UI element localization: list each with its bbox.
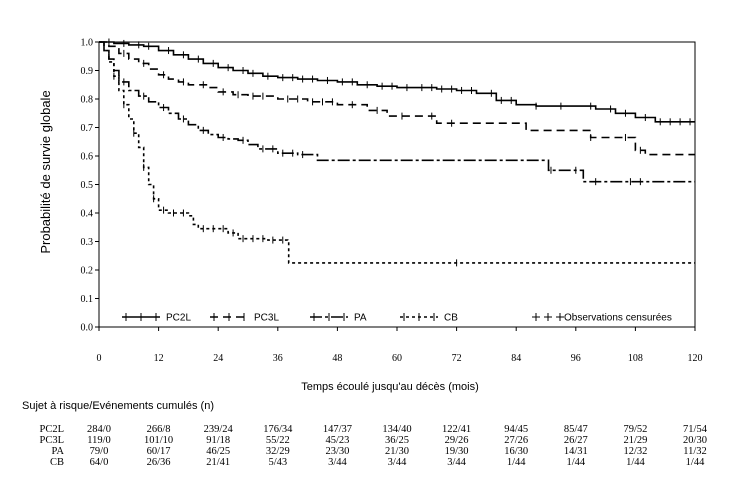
x-tick-label: 60 [392, 353, 402, 364]
risk-cell: 36/25 [385, 435, 409, 446]
y-tick-label: 0.9 [81, 66, 94, 77]
y-tick-label: 0.5 [81, 180, 94, 191]
axes: 0.0 0.1 0.2 0.3 0.4 0.5 0.6 0.7 0.8 0.9 1.0 0 12 24 36… [81, 38, 703, 365]
y-tick-label: 0.4 [81, 209, 94, 220]
legend-label-pc3l: PC3L [254, 313, 279, 324]
risk-cell: 79/52 [623, 424, 647, 435]
risk-cell: 20/30 [683, 435, 707, 446]
y-tick-label: 0.3 [81, 237, 94, 248]
curve-cb [99, 41, 695, 264]
y-axis-title: Probabilité de survie globale [38, 90, 53, 253]
risk-cell: 29/26 [445, 435, 469, 446]
x-tick-label: 12 [154, 353, 164, 364]
y-tick-label: 0.0 [81, 323, 94, 334]
risk-cell: 26/27 [564, 435, 588, 446]
y-tick-label: 0.2 [81, 266, 94, 277]
risk-cell: 101/10 [144, 435, 173, 446]
risk-cell: 5/43 [268, 457, 287, 468]
legend-censored-label: Observations censurées [564, 313, 672, 324]
risk-cell: 266/8 [147, 424, 171, 435]
risk-cell: 1/44 [626, 457, 645, 468]
legend-label-pc2l: PC2L [166, 313, 191, 324]
x-tick-label: 24 [213, 353, 223, 364]
risk-cell: 32/29 [266, 446, 290, 457]
risk-cell: 45/23 [325, 435, 349, 446]
survival-curves [99, 38, 695, 267]
risk-row-label: PC3L [39, 435, 64, 446]
y-tick-label: 0.1 [81, 294, 94, 305]
risk-cell: 26/36 [147, 457, 171, 468]
risk-cell: 64/0 [90, 457, 109, 468]
risk-cell: 91/18 [206, 435, 230, 446]
legend-label-pa: PA [354, 313, 367, 324]
risk-table-title: Sujet à risque/Evénements cumulés (n) [22, 400, 214, 412]
y-tick-label: 0.7 [81, 123, 94, 134]
risk-cell: 46/25 [206, 446, 230, 457]
risk-cell: 176/34 [263, 424, 293, 435]
risk-cell: 19/30 [445, 446, 469, 457]
risk-cell: 14/31 [564, 446, 588, 457]
risk-cell: 147/37 [323, 424, 352, 435]
risk-cell: 134/40 [382, 424, 411, 435]
risk-cell: 239/24 [204, 424, 234, 435]
risk-cell: 12/32 [623, 446, 647, 457]
y-tick-label: 0.8 [81, 95, 94, 106]
risk-cell: 284/0 [87, 424, 111, 435]
risk-cell: 27/26 [504, 435, 528, 446]
risk-cell: 79/0 [90, 446, 109, 457]
risk-row-label: CB [50, 457, 64, 468]
risk-cell: 1/44 [566, 457, 585, 468]
x-tick-label: 96 [571, 353, 581, 364]
legend-label-cb: CB [444, 313, 458, 324]
x-tick-label: 36 [273, 353, 283, 364]
risk-cell: 55/22 [266, 435, 290, 446]
risk-table: PC2L 284/0 266/8 239/24 176/34 147/37 134/40 12… [39, 424, 707, 468]
x-tick-label: 120 [688, 353, 703, 364]
risk-cell: 122/41 [442, 424, 471, 435]
risk-cell: 16/30 [504, 446, 528, 457]
risk-cell: 119/0 [87, 435, 111, 446]
x-tick-label: 48 [332, 353, 342, 364]
curve-pa [99, 41, 695, 183]
risk-cell: 11/32 [683, 446, 707, 457]
risk-cell: 3/44 [447, 457, 466, 468]
risk-cell: 94/45 [504, 424, 528, 435]
curve-pc2l [99, 41, 695, 123]
x-axis-title: Temps écoulé jusqu'au décès (mois) [301, 381, 479, 393]
x-tick-label: 0 [97, 353, 102, 364]
legend: PC2L PC3L PA CB Observations censurées [122, 313, 672, 324]
risk-cell: 23/30 [325, 446, 349, 457]
risk-cell: 1/44 [507, 457, 526, 468]
risk-cell: 3/44 [388, 457, 407, 468]
x-tick-label: 108 [628, 353, 643, 364]
risk-row-label: PA [52, 446, 65, 457]
x-tick-label: 72 [452, 353, 462, 364]
risk-cell: 60/17 [147, 446, 171, 457]
risk-cell: 1/44 [686, 457, 705, 468]
risk-cell: 21/29 [623, 435, 647, 446]
risk-cell: 21/41 [206, 457, 230, 468]
risk-cell: 3/44 [328, 457, 347, 468]
y-tick-label: 0.6 [81, 152, 94, 163]
y-tick-label: 1.0 [81, 38, 94, 49]
x-tick-label: 84 [511, 353, 521, 364]
risk-cell: 85/47 [564, 424, 588, 435]
risk-cell: 71/54 [683, 424, 708, 435]
risk-row-label: PC2L [39, 424, 64, 435]
risk-cell: 21/30 [385, 446, 409, 457]
